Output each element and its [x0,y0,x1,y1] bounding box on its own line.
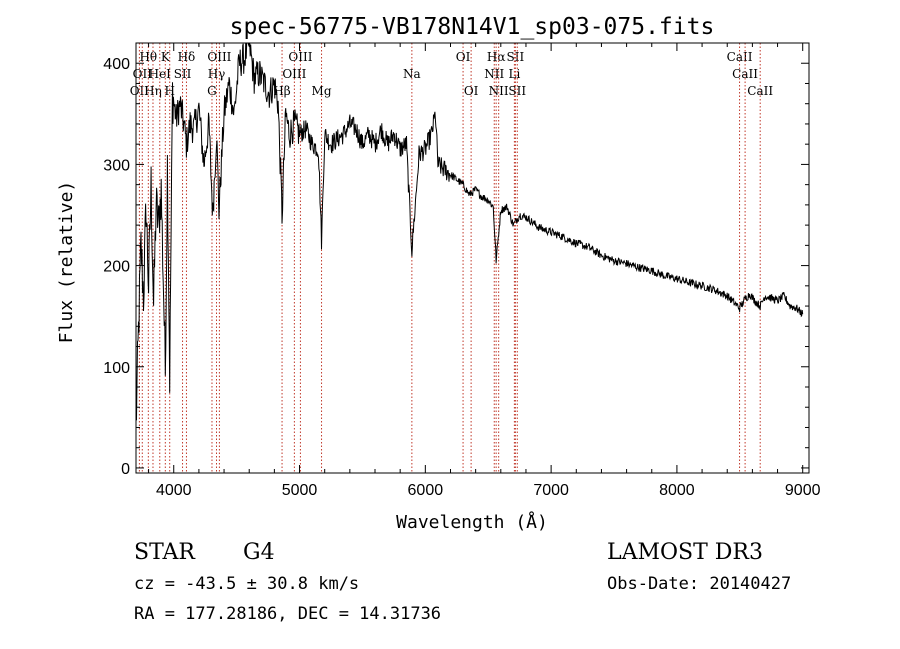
x-tick-label-5000: 5000 [282,482,318,499]
coordinates-text: RA = 177.28186, DEC = 14.31736 [134,604,442,624]
line-marker-label-0: OII [130,84,150,98]
x-tick-label-7000: 7000 [533,482,569,499]
x-tick-label-6000: 6000 [408,482,444,499]
line-marker-label-10: Hγ [208,67,226,81]
line-marker-label-8: Hδ [178,50,196,64]
line-marker-label-18: OI [464,84,479,98]
line-marker-label-3: Hη [144,84,162,98]
y-tick-label-300: 300 [103,157,130,174]
line-marker-label-26: CaII [732,67,758,81]
line-marker-label-24: SII [508,84,526,98]
obs-date-text: Obs-Date: 20140427 [607,574,792,594]
series-line-spectrum [135,42,804,421]
line-marker-label-25: CaII [727,50,753,64]
y-tick-label-400: 400 [103,56,130,73]
object-subclass: G4 [243,540,275,565]
y-tick-label-0: 0 [121,461,130,478]
object-class: STAR [134,540,195,565]
line-marker-label-19: NII [484,67,504,81]
x-tick-label-9000: 9000 [785,482,821,499]
line-marker-label-21: NII [489,84,509,98]
line-marker-label-5: K [161,50,171,64]
line-markers: OIIOIIHθHηHeIKHSIIHδGHγOIIIHβOIIIOIIIMgN… [130,43,773,473]
line-marker-label-20: Hα [487,50,506,64]
line-marker-label-16: Na [403,67,421,81]
y-axis-label: Flux (relative) [56,181,77,344]
line-marker-label-12: Hβ [273,84,290,98]
line-marker-label-14: OIII [288,50,312,64]
y-tick-label-100: 100 [103,360,130,377]
x-axis-label: Wavelength (Å) [396,511,548,533]
axes: 4000 5000 6000 7000 8000 9000 0 100 200 300 400 [103,43,821,499]
line-marker-label-27: CaII [747,84,773,98]
line-marker-label-11: OIII [207,50,231,64]
x-tick-label-4000: 4000 [156,482,192,499]
line-marker-label-4: HeI [149,67,172,81]
x-tick-label-8000: 8000 [659,482,695,499]
line-marker-label-9: G [207,84,217,98]
line-marker-label-2: Hθ [139,50,157,64]
line-marker-label-22: Li [508,67,520,81]
line-marker-label-17: OI [456,50,471,64]
line-marker-label-15: Mg [312,84,332,98]
line-marker-label-1: OII [133,67,153,81]
line-marker-label-23: SII [507,50,525,64]
survey-label: LAMOST DR3 [607,540,763,565]
redshift-text: cz = -43.5 ± 30.8 km/s [134,574,360,594]
y-tick-label-200: 200 [103,259,130,276]
line-marker-label-6: H [164,84,174,98]
line-marker-label-13: OIII [282,67,306,81]
series-layer [135,42,804,421]
plot-frame [135,42,810,474]
line-marker-label-7: SII [174,67,192,81]
chart-title: spec-56775-VB178N14V1_sp03-075.fits [230,14,715,40]
